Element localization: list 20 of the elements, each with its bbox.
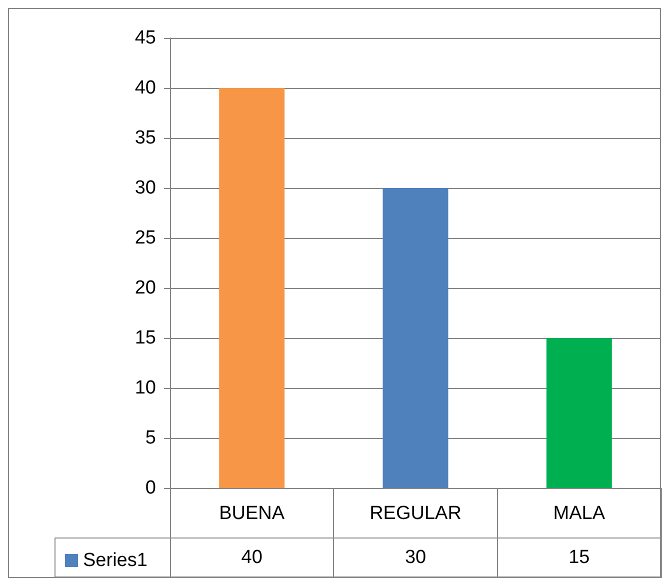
x-tick-label: MALA [553,503,606,524]
y-tick-label: 0 [145,478,156,498]
y-tick-label: 25 [134,228,156,248]
y-tick-label: 15 [134,328,156,348]
data-label: 40 [241,547,262,568]
x-tick-label: BUENA [219,503,285,524]
legend-label: Series1 [83,550,148,571]
y-tick-label: 10 [134,378,156,398]
y-tick-label: 35 [134,128,156,148]
bar [546,338,612,488]
data-label: 30 [404,547,426,568]
data-label: 15 [568,547,590,568]
y-tick-label: 20 [134,278,156,298]
bar [219,88,285,488]
bar [382,188,448,488]
x-tick-label: REGULAR [370,503,462,524]
y-tick-label: 5 [145,428,156,448]
y-tick-label: 45 [134,28,156,48]
y-tick-label: 30 [134,178,156,198]
y-tick-label: 40 [134,78,156,98]
